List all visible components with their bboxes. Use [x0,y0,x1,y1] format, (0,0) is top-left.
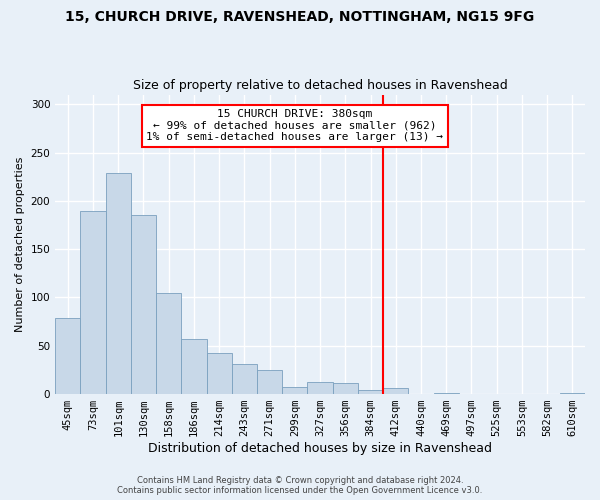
Text: Contains HM Land Registry data © Crown copyright and database right 2024.
Contai: Contains HM Land Registry data © Crown c… [118,476,482,495]
Bar [156,292,181,394]
Bar [307,382,332,394]
Bar [131,216,156,394]
Text: 15, CHURCH DRIVE, RAVENSHEAD, NOTTINGHAM, NG15 9FG: 15, CHURCH DRIVE, RAVENSHEAD, NOTTINGHAM… [65,10,535,24]
Bar [206,352,232,394]
Bar [257,370,282,394]
Bar [434,393,459,394]
Bar [560,393,585,394]
Y-axis label: Number of detached properties: Number of detached properties [15,156,25,332]
Bar [332,384,358,394]
Text: 15 CHURCH DRIVE: 380sqm
← 99% of detached houses are smaller (962)
1% of semi-de: 15 CHURCH DRIVE: 380sqm ← 99% of detache… [146,109,443,142]
Bar [106,173,131,394]
Bar [55,318,80,394]
Bar [232,364,257,394]
Title: Size of property relative to detached houses in Ravenshead: Size of property relative to detached ho… [133,79,508,92]
Bar [358,390,383,394]
Bar [282,388,307,394]
Bar [181,339,206,394]
X-axis label: Distribution of detached houses by size in Ravenshead: Distribution of detached houses by size … [148,442,492,455]
Bar [80,210,106,394]
Bar [383,388,409,394]
